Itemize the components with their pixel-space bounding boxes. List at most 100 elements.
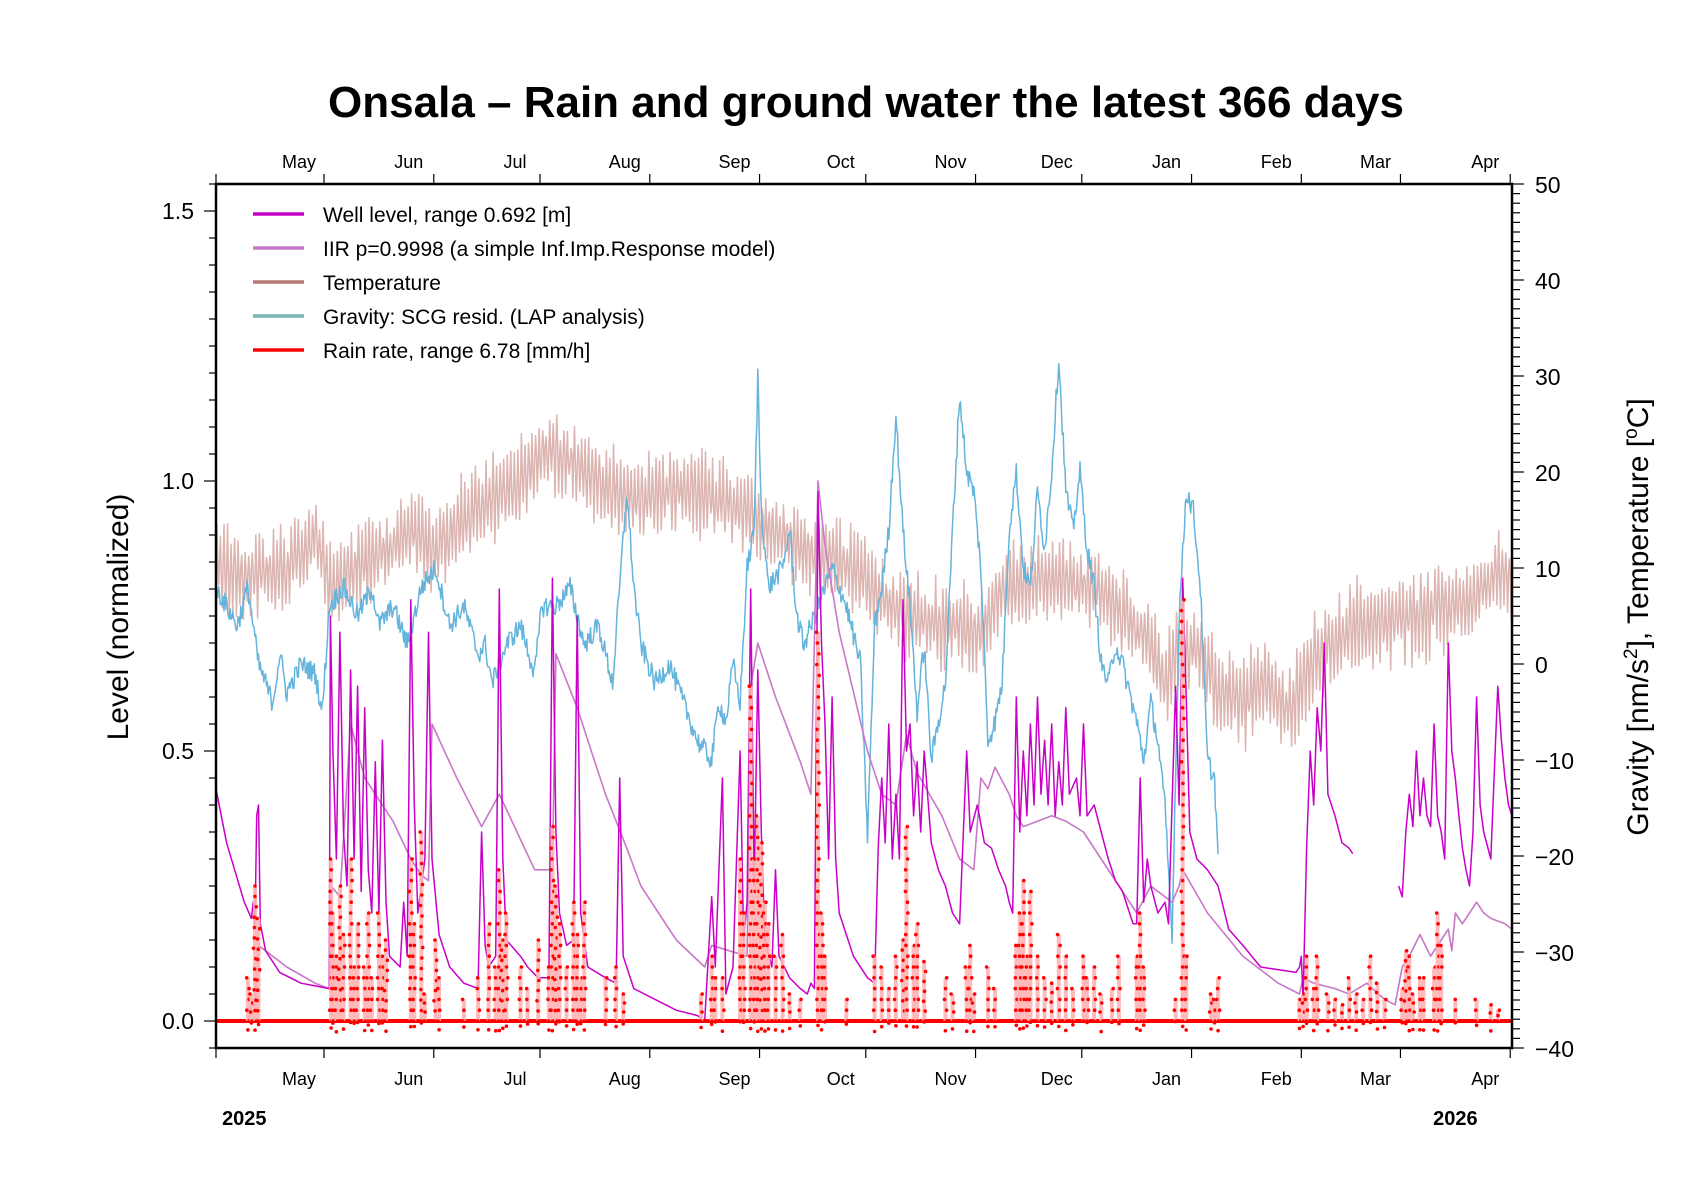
rain-point bbox=[352, 1021, 356, 1025]
rain-point bbox=[328, 878, 333, 883]
rain-point bbox=[758, 872, 762, 876]
bottom-month-label: Jul bbox=[503, 1069, 526, 1089]
bottom-month-label: Feb bbox=[1261, 1069, 1292, 1089]
rain-point bbox=[365, 922, 369, 926]
legend-item: Temperature bbox=[253, 272, 441, 295]
rain-point bbox=[844, 1008, 849, 1012]
rain-point bbox=[551, 835, 555, 840]
rain-point bbox=[719, 1019, 723, 1023]
rain-point bbox=[496, 922, 500, 926]
rain-point bbox=[1346, 986, 1351, 991]
rain-point bbox=[1042, 1025, 1047, 1029]
rain-point bbox=[820, 922, 825, 926]
right-tick-label: 0 bbox=[1535, 652, 1548, 678]
rain-point bbox=[1093, 997, 1098, 1002]
rain-point bbox=[486, 1008, 490, 1012]
rain-point bbox=[1473, 997, 1477, 1002]
rain-point bbox=[700, 992, 704, 996]
rain-point bbox=[1021, 986, 1026, 991]
rain-point bbox=[493, 1019, 497, 1023]
rain-point bbox=[916, 1008, 921, 1012]
rain-point bbox=[1142, 976, 1146, 980]
rain-point bbox=[411, 965, 415, 969]
rain-point bbox=[356, 997, 360, 1002]
rain-point bbox=[1025, 1024, 1029, 1028]
rain-point bbox=[713, 986, 718, 991]
rain-point bbox=[886, 1008, 891, 1012]
rain-point bbox=[420, 945, 425, 950]
rain-point bbox=[499, 948, 504, 952]
rain-point bbox=[1376, 1019, 1380, 1023]
rain-point bbox=[1182, 684, 1186, 688]
rain-point bbox=[381, 1008, 385, 1012]
rain-point bbox=[1050, 990, 1054, 995]
rain-point bbox=[256, 947, 261, 951]
rain-point bbox=[720, 997, 725, 1002]
rain-point bbox=[710, 1019, 715, 1023]
rain-point bbox=[517, 997, 522, 1002]
rain-point bbox=[365, 976, 369, 980]
rain-point bbox=[367, 911, 371, 915]
rain-point bbox=[814, 630, 819, 634]
rain-point bbox=[1049, 1009, 1054, 1014]
rain-point bbox=[557, 1020, 562, 1024]
rain-point bbox=[352, 986, 356, 991]
rain-point bbox=[370, 1028, 374, 1033]
rain-point bbox=[751, 932, 756, 937]
rain-point bbox=[436, 1019, 440, 1023]
rain-point bbox=[722, 1008, 726, 1012]
rain-point bbox=[1180, 965, 1185, 969]
rain-point bbox=[330, 997, 334, 1002]
rain-point bbox=[1064, 986, 1069, 991]
rain-point bbox=[504, 943, 509, 948]
rain-point bbox=[798, 1024, 803, 1028]
rain-point bbox=[951, 1010, 956, 1014]
rain-point bbox=[1180, 662, 1185, 667]
rain-point bbox=[1180, 932, 1184, 937]
rain-point bbox=[914, 932, 918, 937]
rain-point bbox=[1080, 997, 1085, 1002]
rain-point bbox=[762, 965, 766, 969]
rain-point bbox=[504, 1024, 509, 1028]
rain-point bbox=[375, 997, 380, 1002]
rain-point bbox=[906, 954, 910, 958]
rain-point bbox=[905, 857, 910, 861]
rain-point bbox=[774, 965, 779, 969]
rain-point bbox=[872, 965, 877, 969]
rain-point bbox=[1080, 986, 1084, 991]
rain-point bbox=[578, 1008, 583, 1012]
rain-point bbox=[1399, 997, 1403, 1002]
rain-point bbox=[252, 915, 256, 919]
rain-point bbox=[556, 1008, 561, 1012]
rain-point bbox=[409, 900, 414, 904]
rain-point bbox=[1029, 943, 1034, 948]
rain-point bbox=[759, 935, 763, 939]
rain-point bbox=[549, 846, 553, 850]
rain-point bbox=[1407, 1028, 1412, 1033]
rain-point bbox=[476, 1019, 480, 1023]
rain-point bbox=[787, 992, 792, 996]
rain-point bbox=[1028, 1020, 1033, 1025]
rain-point bbox=[822, 976, 826, 980]
rain-point bbox=[340, 986, 345, 991]
rain-point bbox=[486, 965, 491, 969]
rain-point bbox=[575, 954, 580, 958]
rain-point bbox=[1361, 1021, 1366, 1026]
rain-point bbox=[1355, 992, 1359, 996]
rain-point bbox=[749, 803, 754, 807]
rain-point bbox=[1092, 1008, 1097, 1012]
rain-point bbox=[747, 846, 752, 850]
rain-point bbox=[1438, 976, 1442, 980]
rain-point bbox=[904, 922, 908, 926]
rain-point bbox=[1141, 1023, 1146, 1027]
rain-point bbox=[713, 1020, 718, 1024]
top-month-label: Jul bbox=[503, 152, 526, 172]
rain-point bbox=[1181, 792, 1186, 796]
rain-point bbox=[737, 889, 742, 894]
rain-point bbox=[412, 1024, 417, 1029]
rain-point bbox=[357, 965, 361, 969]
rain-point bbox=[986, 976, 991, 980]
rain-point bbox=[341, 954, 346, 958]
rain-point bbox=[698, 1019, 703, 1023]
rain-point bbox=[762, 954, 766, 958]
